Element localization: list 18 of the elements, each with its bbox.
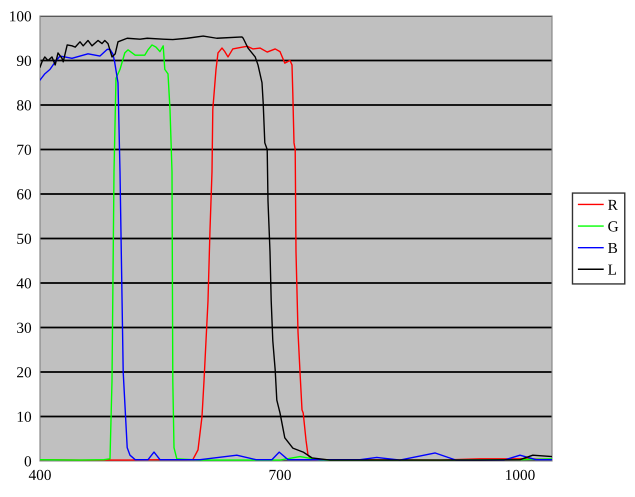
y-tick-label: 70 — [17, 144, 32, 155]
y-tick-label: 60 — [17, 189, 32, 200]
x-tick-label: 700 — [270, 470, 291, 480]
y-tick-label: 100 — [10, 11, 32, 22]
y-tick-label: 40 — [16, 278, 32, 288]
legend-label: R — [608, 200, 618, 210]
legend-label: B — [608, 243, 618, 254]
y-tick-label: 20 — [17, 367, 32, 378]
y-tick-label: 50 — [17, 234, 32, 244]
y-tick-label: 0 — [24, 456, 32, 466]
legend-label: G — [608, 221, 618, 232]
y-tick-label: 90 — [16, 56, 32, 66]
x-tick-label: 1000 — [506, 470, 535, 480]
y-tick-label: 30 — [17, 322, 32, 333]
y-tick-label: 80 — [16, 100, 32, 110]
legend-label: L — [608, 264, 616, 275]
x-tick-label: 400 — [28, 470, 51, 480]
y-tick-label: 10 — [18, 412, 32, 422]
